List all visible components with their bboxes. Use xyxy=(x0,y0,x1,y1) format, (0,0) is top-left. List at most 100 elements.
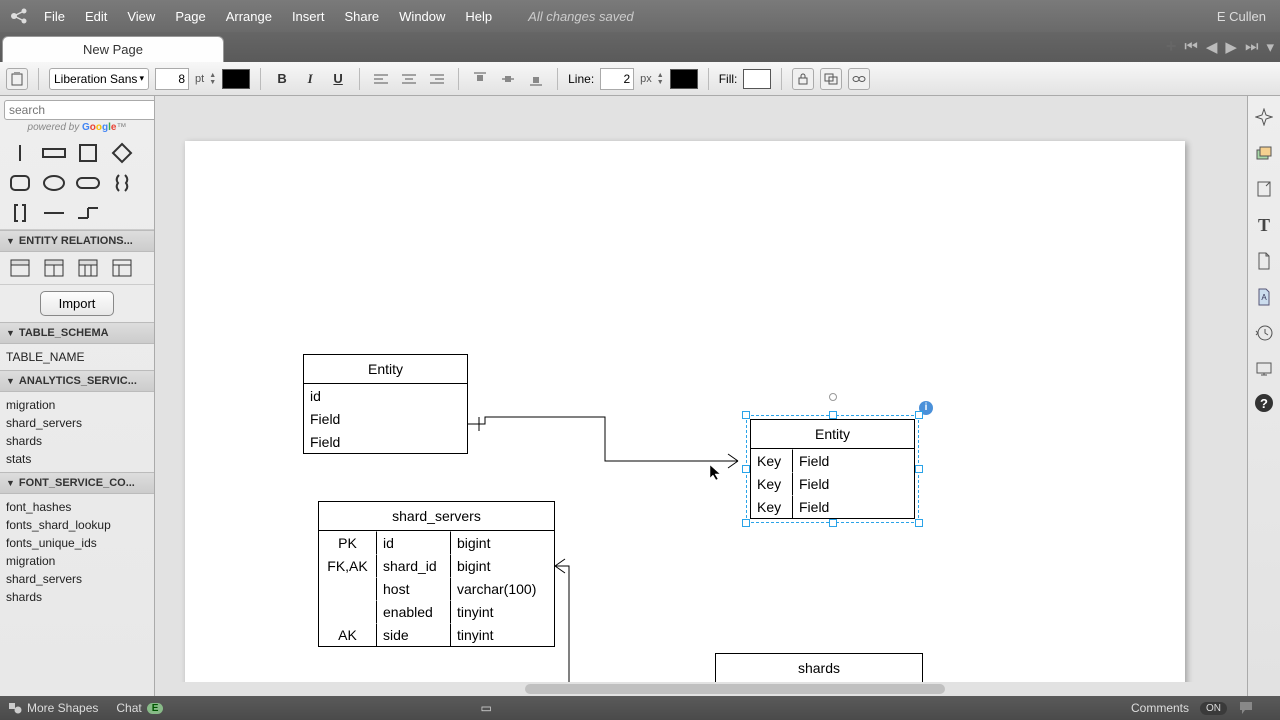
selection-handle[interactable] xyxy=(915,465,923,473)
er-entity-table[interactable]: Entity id Field Field xyxy=(303,354,468,454)
er-shape1-icon[interactable] xyxy=(6,256,34,280)
section-table-schema[interactable]: ▼TABLE_SCHEMA xyxy=(0,322,154,344)
shape-connector2-icon[interactable] xyxy=(74,201,102,225)
selection-handle[interactable] xyxy=(829,519,837,527)
menu-share[interactable]: Share xyxy=(344,9,379,24)
lock-button[interactable] xyxy=(792,68,814,90)
user-label[interactable]: E Cullen xyxy=(1217,9,1266,24)
line-width-input[interactable] xyxy=(600,68,634,90)
shape-pill-icon[interactable] xyxy=(74,171,102,195)
align-center-button[interactable] xyxy=(398,68,420,90)
shape-bracket-icon[interactable] xyxy=(6,201,34,225)
add-tab-icon[interactable]: + xyxy=(1166,36,1177,57)
font-family-select[interactable]: Liberation Sans▾ xyxy=(49,68,149,90)
chat-button[interactable]: Chat E xyxy=(116,701,163,715)
next-page-icon[interactable]: ▶ xyxy=(1225,38,1237,56)
menu-page[interactable]: Page xyxy=(175,9,205,24)
rotate-handle[interactable] xyxy=(829,393,837,401)
menu-arrange[interactable]: Arrange xyxy=(226,9,272,24)
import-button[interactable]: Import xyxy=(40,291,115,316)
shape-hrect-icon[interactable] xyxy=(40,141,68,165)
text-tool-icon[interactable]: T xyxy=(1253,214,1275,236)
underline-button[interactable]: U xyxy=(327,68,349,90)
tab-menu-icon[interactable]: ▾ xyxy=(1266,38,1274,56)
er-shard-servers-table[interactable]: shard_servers PKidbigintFK,AKshard_idbig… xyxy=(318,501,555,647)
present-icon[interactable] xyxy=(1253,358,1275,380)
presentation-icon[interactable]: ▭ xyxy=(481,701,492,715)
valign-mid-button[interactable] xyxy=(497,68,519,90)
section-entity-relations[interactable]: ▼ENTITY RELATIONS... xyxy=(0,230,154,252)
table-cell xyxy=(319,600,377,623)
link-button[interactable] xyxy=(848,68,870,90)
master-icon[interactable]: A xyxy=(1253,286,1275,308)
selection-handle[interactable] xyxy=(742,519,750,527)
valign-bot-button[interactable] xyxy=(525,68,547,90)
layers-icon[interactable] xyxy=(1253,142,1275,164)
history-icon[interactable] xyxy=(1253,322,1275,344)
italic-button[interactable]: I xyxy=(299,68,321,90)
list-item[interactable]: TABLE_NAME xyxy=(6,348,148,366)
search-input[interactable] xyxy=(4,100,155,120)
selection-handle[interactable] xyxy=(915,519,923,527)
menu-file[interactable]: File xyxy=(44,9,65,24)
more-shapes-button[interactable]: More Shapes xyxy=(8,701,98,715)
first-page-icon[interactable]: ⏮ xyxy=(1184,38,1198,55)
prev-page-icon[interactable]: ◀ xyxy=(1206,38,1218,56)
er-shape2-icon[interactable] xyxy=(40,256,68,280)
list-item[interactable]: stats xyxy=(6,450,148,468)
menu-help[interactable]: Help xyxy=(465,9,492,24)
list-item[interactable]: migration xyxy=(6,552,148,570)
page-size-icon[interactable] xyxy=(1253,178,1275,200)
fill-color-swatch[interactable] xyxy=(743,69,771,89)
table-cell: enabled xyxy=(377,600,451,623)
align-left-button[interactable] xyxy=(370,68,392,90)
shape-curly-icon[interactable] xyxy=(108,171,136,195)
list-item[interactable]: font_hashes xyxy=(6,498,148,516)
font-size-spinner[interactable]: ▲▼ xyxy=(209,72,216,86)
line-color-swatch[interactable] xyxy=(670,69,698,89)
line-width-spinner[interactable]: ▲▼ xyxy=(657,72,664,86)
bold-button[interactable]: B xyxy=(271,68,293,90)
shape-connector1-icon[interactable] xyxy=(40,201,68,225)
align-right-button[interactable] xyxy=(426,68,448,90)
section-font-service[interactable]: ▼FONT_SERVICE_CO... xyxy=(0,472,154,494)
shape-ellipse-icon[interactable] xyxy=(40,171,68,195)
shape-square-icon[interactable] xyxy=(74,141,102,165)
text-color-swatch[interactable] xyxy=(222,69,250,89)
canvas-area[interactable]: Entity id Field Field shard_servers PKid… xyxy=(155,96,1247,696)
selection-handle[interactable] xyxy=(915,411,923,419)
menu-view[interactable]: View xyxy=(127,9,155,24)
section-analytics[interactable]: ▼ANALYTICS_SERVIC... xyxy=(0,370,154,392)
er-shape4-icon[interactable] xyxy=(108,256,136,280)
menu-edit[interactable]: Edit xyxy=(85,9,107,24)
list-item[interactable]: migration xyxy=(6,396,148,414)
selection-handle[interactable] xyxy=(742,411,750,419)
menu-insert[interactable]: Insert xyxy=(292,9,325,24)
last-page-icon[interactable]: ⏭ xyxy=(1245,38,1259,55)
list-item[interactable]: fonts_shard_lookup xyxy=(6,516,148,534)
horizontal-scrollbar[interactable] xyxy=(155,682,1247,696)
page-tab[interactable]: New Page xyxy=(2,36,224,62)
list-item[interactable]: shards xyxy=(6,588,148,606)
selection-handle[interactable] xyxy=(742,465,750,473)
paste-button[interactable] xyxy=(6,68,28,90)
list-item[interactable]: shard_servers xyxy=(6,414,148,432)
group-button[interactable] xyxy=(820,68,842,90)
er-shape3-icon[interactable] xyxy=(74,256,102,280)
font-size-input[interactable] xyxy=(155,68,189,90)
menu-window[interactable]: Window xyxy=(399,9,445,24)
list-item[interactable]: fonts_unique_ids xyxy=(6,534,148,552)
list-item[interactable]: shard_servers xyxy=(6,570,148,588)
help-icon[interactable]: ? xyxy=(1255,394,1273,412)
canvas-page[interactable]: Entity id Field Field shard_servers PKid… xyxy=(185,141,1185,696)
shape-vline-icon[interactable] xyxy=(6,141,34,165)
shape-roundrect-icon[interactable] xyxy=(6,171,34,195)
nav-compass-icon[interactable] xyxy=(1253,106,1275,128)
comments-toggle[interactable]: ON xyxy=(1200,702,1227,715)
page-icon[interactable] xyxy=(1253,250,1275,272)
selection-handle[interactable] xyxy=(829,411,837,419)
valign-top-button[interactable] xyxy=(469,68,491,90)
list-item[interactable]: shards xyxy=(6,432,148,450)
comments-button[interactable]: Comments ON xyxy=(1131,701,1254,715)
shape-diamond-icon[interactable] xyxy=(108,141,136,165)
